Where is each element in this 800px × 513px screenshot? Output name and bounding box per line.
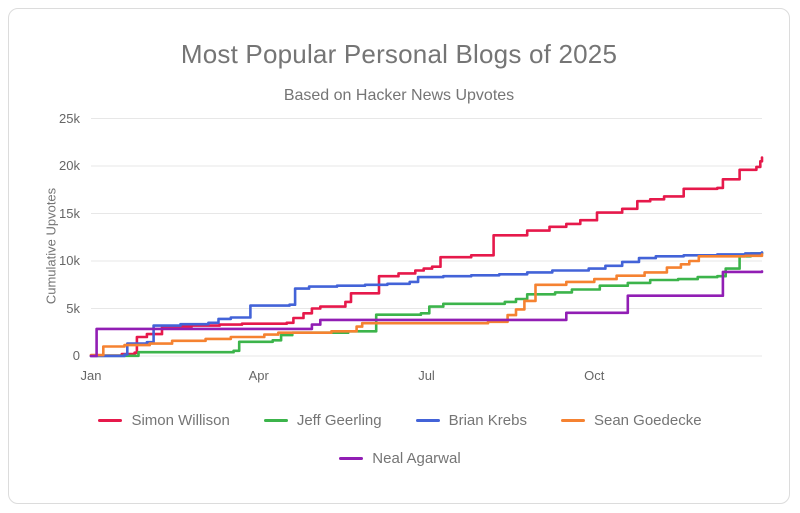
legend-label: Jeff Geerling <box>296 412 382 429</box>
y-tick-label-0: 0 <box>72 348 80 363</box>
legend-label: Simon Willison <box>131 412 230 429</box>
series-line-neal-agarwal[interactable] <box>89 270 764 358</box>
legend-swatch-brian-krebs <box>415 419 440 422</box>
y-tick-label-5k: 5k <box>66 300 80 316</box>
legend-swatch-neal-agarwal <box>339 457 364 460</box>
y-tick-label-20k: 20k <box>59 158 80 173</box>
legend-item-neal-agarwal[interactable]: Neal Agarwal <box>339 450 461 467</box>
x-tick-label-apr: Apr <box>248 368 269 383</box>
legend-item-jeff-geerling[interactable]: Jeff Geerling <box>263 412 382 429</box>
legend-label: Brian Krebs <box>448 412 527 429</box>
legend-label: Neal Agarwal <box>372 450 461 467</box>
y-tick-label-15k: 15k <box>59 205 80 221</box>
chart-subtitle: Based on Hacker News Upvotes <box>283 87 515 104</box>
x-tick-label-jul: Jul <box>418 368 435 383</box>
y-tick-label-25k: 25k <box>59 110 80 126</box>
y-tick-label-10k: 10k <box>59 253 80 268</box>
legend-swatch-simon-willison <box>98 419 123 422</box>
series-line-sean-goedecke[interactable] <box>89 253 764 357</box>
series-line-simon-willison[interactable] <box>89 156 764 357</box>
series-line-jeff-geerling[interactable] <box>89 251 764 358</box>
legend-label: Sean Goedecke <box>593 412 702 429</box>
chart-title: Most Popular Personal Blogs of 2025 <box>180 39 618 69</box>
legend-swatch-sean-goedecke <box>560 419 585 422</box>
x-tick-label-oct: Oct <box>584 368 605 383</box>
legend-item-simon-willison[interactable]: Simon Willison <box>98 412 230 429</box>
legend-item-brian-krebs[interactable]: Brian Krebs <box>415 412 527 429</box>
legend-swatch-jeff-geerling <box>263 419 288 422</box>
x-tick-label-jan: Jan <box>80 368 102 383</box>
legend-item-sean-goedecke[interactable]: Sean Goedecke <box>560 412 702 429</box>
chart-legend: Simon Willison Jeff Geerling Brian Krebs Se… <box>50 412 750 467</box>
series-line-brian-krebs[interactable] <box>89 251 764 358</box>
